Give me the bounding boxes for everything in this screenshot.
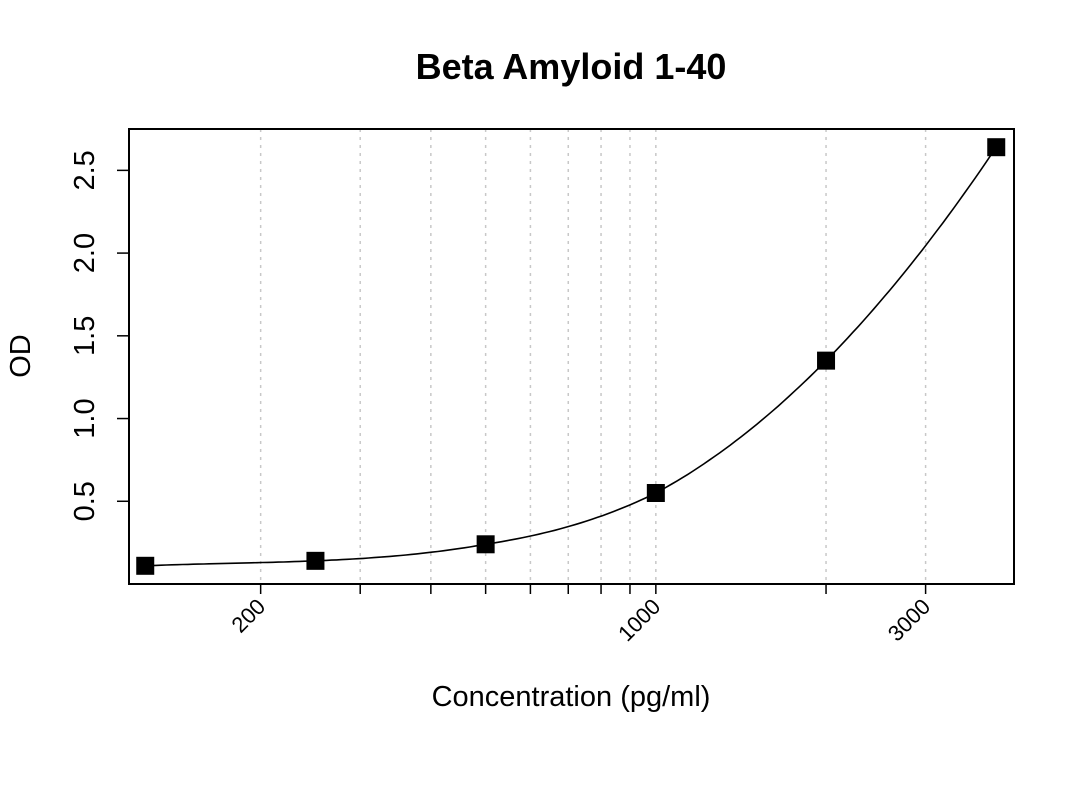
fit-curve-layer bbox=[145, 146, 997, 567]
y-tick-label: 0.5 bbox=[69, 481, 101, 521]
fit-curve bbox=[145, 146, 997, 567]
y-axis-label: OD bbox=[5, 334, 37, 378]
x-tick-label: 200 bbox=[227, 594, 271, 638]
plot-frame bbox=[128, 128, 1015, 585]
y-tick-label: 1.0 bbox=[69, 398, 101, 438]
data-point bbox=[136, 556, 155, 575]
y-axis: 0.5 1.0 1.5 2.0 2.5 bbox=[69, 150, 129, 521]
x-axis-label: Concentration (pg/ml) bbox=[432, 681, 711, 713]
x-tick-label: 3000 bbox=[883, 594, 935, 646]
data-point bbox=[476, 535, 495, 554]
y-tick-label: 2.5 bbox=[69, 150, 101, 190]
x-tick-label: 1000 bbox=[613, 594, 665, 646]
data-point bbox=[817, 351, 836, 370]
data-point bbox=[987, 138, 1006, 157]
chart-title: Beta Amyloid 1-40 bbox=[416, 46, 727, 87]
data-point bbox=[306, 551, 325, 570]
y-tick-label: 2.0 bbox=[69, 233, 101, 273]
data-points bbox=[136, 138, 1006, 575]
data-point bbox=[646, 484, 665, 502]
y-tick-label: 1.5 bbox=[69, 316, 101, 356]
x-axis: 200 1000 3000 bbox=[227, 584, 935, 646]
